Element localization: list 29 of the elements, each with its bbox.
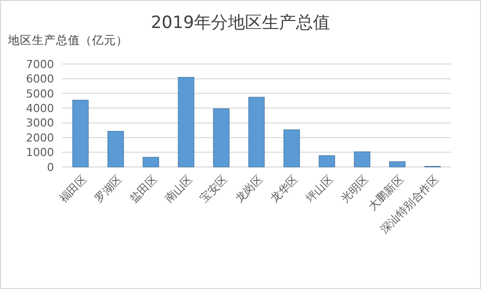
bar (318, 155, 336, 168)
y-axis-title: 地区生产总值（亿元） (7, 33, 128, 47)
bar (354, 151, 370, 168)
bar (178, 76, 194, 168)
x-tick-label: 坪山区 (302, 172, 336, 206)
bar (142, 156, 160, 168)
chart-title: 2019年分地区生产总值 (150, 13, 330, 33)
x-tick-label: 光明区 (338, 172, 371, 206)
y-tick-label: 1000 (26, 146, 54, 160)
x-tick-label: 罗湖区 (92, 172, 125, 206)
x-tick-label: 福田区 (56, 172, 90, 206)
y-tick-label: 6000 (26, 72, 54, 86)
y-tick-label: 5000 (26, 87, 54, 100)
bar (72, 100, 89, 168)
bar (284, 130, 300, 168)
x-tick-label: 南山区 (162, 172, 195, 206)
x-tick-label: 宝安区 (198, 172, 230, 206)
bar (389, 161, 406, 168)
y-tick-label: 3000 (26, 116, 54, 130)
bar (108, 130, 124, 168)
x-tick-label: 龙岗区 (232, 172, 266, 206)
bar (248, 96, 265, 168)
y-tick-label: 2000 (26, 131, 54, 144)
x-tick-label: 龙华区 (268, 172, 301, 206)
y-tick-label: 0 (47, 160, 54, 174)
y-tick-label: 4000 (26, 102, 54, 115)
y-tick-label: 7000 (26, 58, 54, 71)
x-tick-label: 盐田区 (127, 172, 160, 206)
bar (213, 108, 230, 168)
